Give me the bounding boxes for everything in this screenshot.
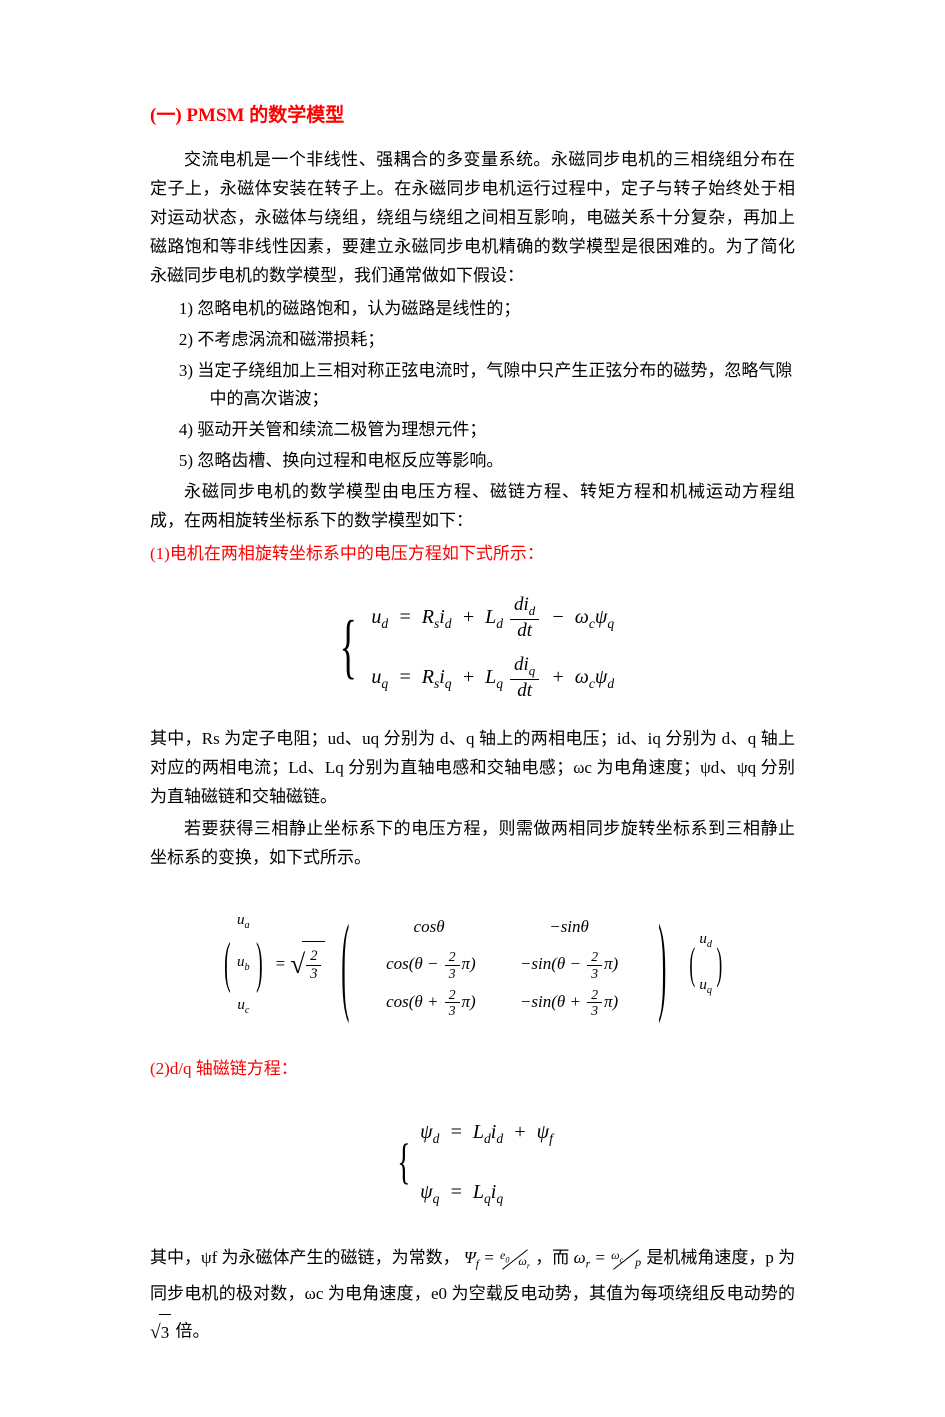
intro-paragraph: 交流电机是一个非线性、强耦合的多变量系统。永磁同步电机的三相绕组分布在定子上，永… — [150, 146, 795, 290]
omega-r-fraction: ωc p — [610, 1246, 642, 1272]
eq1-ud: u — [371, 606, 381, 628]
flux-equation: { ψd = Ldid + ψf ψq = Lqiq — [150, 1102, 795, 1222]
eq1-uq: u — [371, 666, 381, 688]
assumption-1: 1) 忽略电机的磁路饱和，认为磁路是线性的； — [150, 295, 795, 324]
voltage-equation: { ud = Rsid + Ld did dt − ωcψq uq = Rsiq — [150, 587, 795, 707]
subsection-2-label: (2)d/q 轴磁链方程： — [150, 1055, 795, 1084]
assumption-4: 4) 驱动开关管和续流二极管为理想元件； — [150, 416, 795, 445]
model-composition-para: 永磁同步电机的数学模型由电压方程、磁链方程、转矩方程和机械运动方程组成，在两相旋… — [150, 478, 795, 536]
psi-f-fraction: e0 ωr — [499, 1246, 531, 1272]
transform-equation: ( ua ub uc ) = √ 2 3 ( cosθ −s — [150, 891, 795, 1037]
section-title: (一) PMSM 的数学模型 — [150, 100, 795, 132]
assumption-2: 2) 不考虑涡流和磁滞损耗； — [150, 326, 795, 355]
transform-intro: 若要获得三相静止坐标系下的电压方程，则需做两相同步旋转坐标系到三相静止坐标系的变… — [150, 815, 795, 873]
assumption-5: 5) 忽略齿槽、换向过程和电枢反应等影响。 — [150, 447, 795, 476]
assumption-3: 3) 当定子绕组加上三相对称正弦电流时，气隙中只产生正弦分布的磁势，忽略气隙中的… — [150, 357, 795, 415]
sqrt-3: √3 — [150, 1312, 171, 1353]
subsection-1-label: (1)电机在两相旋转坐标系中的电压方程如下式所示： — [150, 540, 795, 569]
eq3-description: 其中，ψf 为永磁体产生的磁链，为常数， Ψf = e0 ωr ，而 ωr = … — [150, 1240, 795, 1353]
eq1-description: 其中，Rs 为定子电阻；ud、uq 分别为 d、q 轴上的两相电压；id、iq … — [150, 725, 795, 812]
